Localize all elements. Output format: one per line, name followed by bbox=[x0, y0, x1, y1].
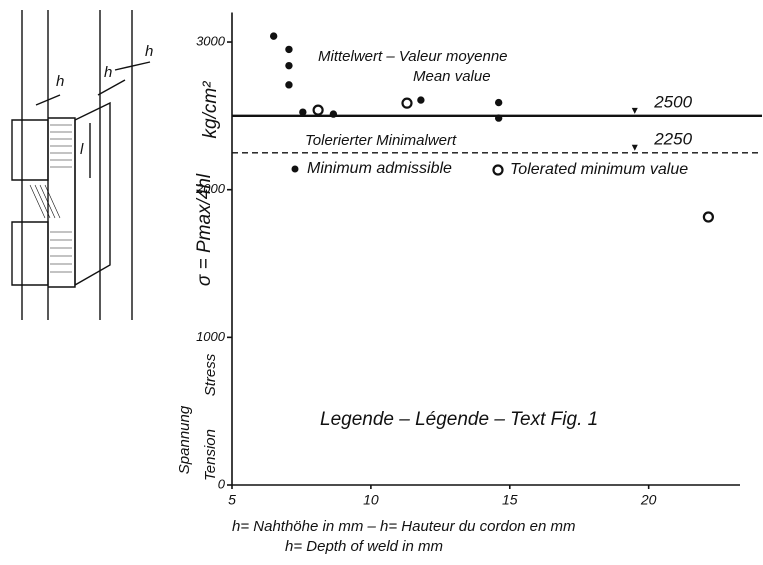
legend-label: Minimum admissible bbox=[307, 160, 452, 177]
data-point bbox=[401, 97, 413, 109]
data-point bbox=[299, 108, 307, 116]
y-axis-label: Spannung bbox=[176, 405, 193, 474]
legend-marker bbox=[291, 165, 299, 173]
y-axis-label: Tension bbox=[202, 429, 219, 481]
reference-label: 2500 bbox=[653, 92, 692, 111]
y-axis-label: kg/cm² bbox=[200, 81, 221, 139]
annotation: Tolerierter Minimalwert bbox=[305, 132, 457, 149]
x-tick-label: 20 bbox=[640, 492, 657, 508]
data-point bbox=[329, 110, 338, 118]
data-point bbox=[269, 32, 278, 40]
diagram-label: h bbox=[104, 64, 112, 81]
reference-marker bbox=[631, 107, 638, 114]
data-point bbox=[312, 104, 324, 116]
y-tick-label: 3000 bbox=[196, 33, 226, 48]
data-point bbox=[494, 98, 503, 107]
legend-marker bbox=[492, 164, 504, 176]
annotation: Mittelwert – Valeur moyenne bbox=[318, 48, 508, 65]
reference-label: 2250 bbox=[653, 129, 692, 148]
legend-label: Tolerated minimum value bbox=[510, 161, 688, 178]
y-axis-label: Stress bbox=[202, 353, 219, 396]
data-point bbox=[494, 114, 503, 122]
data-point bbox=[285, 81, 293, 89]
weld-diagram: h h h l bbox=[11, 10, 153, 320]
diagram-label: l bbox=[80, 141, 84, 158]
x-axis-label: h= Nahthöhe in mm – h= Hauteur du cordon… bbox=[232, 518, 576, 535]
chart-title: Legende – Légende – Text Fig. 1 bbox=[320, 409, 598, 430]
annotation: Mean value bbox=[413, 68, 491, 85]
x-tick-label: 5 bbox=[228, 492, 236, 508]
x-tick-label: 15 bbox=[502, 492, 518, 508]
y-tick-label: 0 bbox=[218, 476, 226, 491]
y-tick-label: 1000 bbox=[196, 329, 226, 344]
data-point bbox=[285, 61, 293, 70]
data-point bbox=[285, 45, 293, 54]
diagram-label: h bbox=[145, 43, 153, 60]
reference-marker bbox=[631, 144, 638, 151]
x-axis-label: h= Depth of weld in mm bbox=[285, 538, 443, 555]
data-point bbox=[702, 211, 714, 223]
y-tick-label: 2000 bbox=[195, 181, 226, 196]
x-tick-label: 10 bbox=[363, 492, 379, 508]
data-point bbox=[417, 96, 425, 104]
diagram-label: h bbox=[56, 73, 64, 90]
y-axis-label: σ = Pmax/4hl bbox=[194, 173, 215, 286]
